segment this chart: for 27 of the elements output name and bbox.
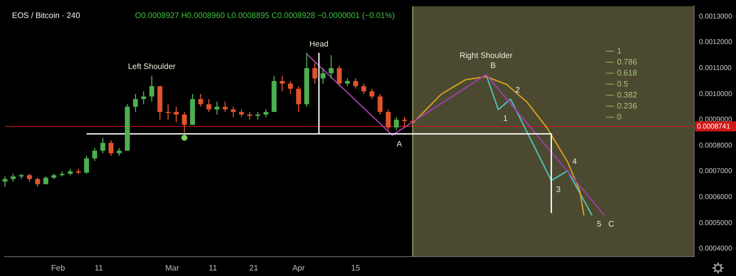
text: EOS / Bitcoin · 240 bbox=[12, 11, 81, 20]
annotation: 0.786 bbox=[617, 57, 638, 66]
annotation: 3 bbox=[556, 184, 562, 194]
x-tick-label: Apr bbox=[292, 263, 306, 272]
x-tick-label: Feb bbox=[51, 263, 66, 272]
x-tick-label: 11 bbox=[94, 263, 104, 272]
annotation: 1 bbox=[617, 46, 622, 56]
x-tick-label: Mar bbox=[165, 263, 180, 272]
annotation: B bbox=[490, 60, 496, 70]
annotation: Right Shoulder bbox=[460, 50, 513, 60]
annotation: Head bbox=[309, 40, 328, 49]
text: O0.0008927 H0.0008960 L0.0008895 C0.0008928 −0.0000001 (−0.01%) bbox=[135, 11, 396, 20]
annotation: 2 bbox=[515, 85, 520, 94]
annotation: 0.236 bbox=[617, 101, 638, 110]
annotation: C bbox=[608, 219, 614, 228]
x-tick-label: 21 bbox=[249, 263, 259, 272]
annotation: 5 bbox=[596, 220, 602, 229]
x-tick-label: 15 bbox=[351, 263, 361, 272]
annotation: Left Shoulder bbox=[128, 62, 176, 72]
annotation: A bbox=[396, 139, 403, 148]
annotation: 0.618 bbox=[617, 68, 638, 78]
x-tick-label: 11 bbox=[208, 263, 218, 272]
annotation: 0.5 bbox=[617, 79, 629, 88]
annotation: 0 bbox=[617, 112, 622, 122]
annotation: 4 bbox=[572, 156, 578, 166]
annotation: 1 bbox=[503, 114, 508, 123]
annotation: 0.382 bbox=[617, 90, 638, 100]
